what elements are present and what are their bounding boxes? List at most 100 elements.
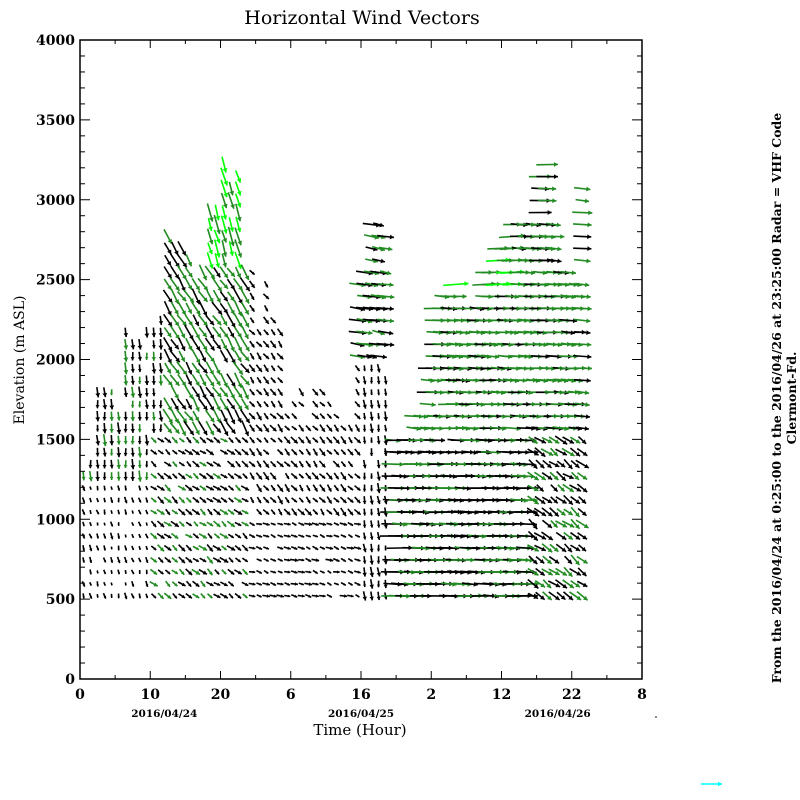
vector-head	[280, 571, 283, 574]
vector-head	[245, 380, 250, 386]
vector-head	[89, 595, 93, 599]
wind-vector	[213, 533, 221, 539]
vector-head	[560, 234, 565, 240]
wind-vector	[157, 437, 165, 443]
wind-vector	[219, 326, 229, 339]
vector-head	[329, 522, 333, 526]
wind-vector	[570, 496, 581, 505]
vector-head	[356, 392, 360, 396]
wind-vector	[205, 361, 215, 376]
vector-head	[223, 296, 228, 302]
vector-head	[383, 404, 388, 409]
vector-head	[533, 499, 539, 505]
vector-head	[308, 534, 311, 538]
vector-head	[362, 488, 367, 492]
wind-vector	[163, 521, 173, 527]
vector-head	[223, 392, 228, 397]
vector-head	[383, 560, 388, 565]
wind-vector	[262, 353, 270, 360]
vector-head	[202, 368, 208, 374]
wind-vector	[570, 531, 581, 541]
vector-head	[250, 475, 255, 480]
vector-head	[272, 319, 276, 324]
vector-head	[153, 475, 157, 479]
vector-head	[237, 357, 242, 362]
vector-head	[145, 500, 149, 503]
vector-head	[342, 487, 347, 492]
wind-vector	[540, 448, 554, 457]
wind-vector	[541, 543, 553, 553]
vector-head	[110, 548, 113, 550]
vector-head	[145, 560, 149, 563]
vector-head	[181, 511, 186, 516]
wind-vector	[192, 314, 200, 327]
vector-head	[322, 594, 326, 598]
vector-head	[145, 535, 149, 539]
wind-vector	[311, 412, 320, 420]
vector-head	[343, 559, 346, 562]
vector-head	[251, 415, 256, 420]
vector-head	[540, 582, 546, 588]
vector-head	[377, 392, 381, 396]
vector-head	[152, 463, 157, 468]
vector-head	[216, 320, 222, 326]
wind-vector	[563, 508, 574, 516]
wind-vector	[163, 397, 173, 412]
wind-vector	[339, 496, 347, 504]
vector-head	[314, 451, 318, 456]
wind-vector	[305, 570, 312, 574]
vector-head	[357, 535, 360, 538]
wind-vector	[234, 592, 242, 599]
wind-vector	[256, 569, 263, 575]
wind-vector	[109, 521, 114, 527]
wind-vector	[95, 410, 101, 422]
wind-vector	[354, 485, 361, 492]
wind-vector	[171, 544, 178, 552]
vector-head	[195, 346, 200, 351]
vector-head	[145, 512, 148, 515]
vector-head	[209, 430, 214, 436]
vector-head	[349, 451, 354, 456]
vector-head	[350, 583, 353, 586]
vector-head	[557, 246, 562, 252]
vector-head	[350, 487, 354, 491]
wind-vector	[169, 374, 181, 387]
wind-vector	[319, 594, 326, 598]
wind-vector	[548, 460, 560, 468]
wind-vector	[534, 471, 547, 481]
vector-head	[328, 511, 333, 515]
wind-vector	[255, 472, 263, 481]
wind-vector	[123, 423, 128, 433]
wind-vector	[163, 544, 172, 552]
wind-vector	[185, 508, 193, 516]
wind-vector	[178, 437, 185, 443]
wind-vector	[555, 520, 568, 528]
wind-vector	[354, 473, 361, 479]
vector-head	[96, 584, 99, 587]
vector-head	[230, 559, 234, 563]
wind-vector	[347, 557, 354, 563]
vector-head	[533, 571, 539, 576]
vector-head	[250, 356, 254, 360]
vector-head	[383, 440, 389, 445]
wind-vector	[199, 385, 207, 400]
vector-head	[575, 439, 581, 444]
wind-vector	[563, 494, 574, 506]
vector-head	[553, 162, 558, 167]
vector-head	[237, 594, 242, 599]
wind-vector	[376, 471, 381, 481]
wind-vector	[544, 234, 565, 240]
wind-vector	[192, 436, 200, 444]
vector-head	[223, 486, 228, 491]
vector-head	[181, 310, 186, 316]
vector-head	[223, 450, 228, 455]
wind-vector	[205, 325, 215, 340]
vector-head	[541, 546, 546, 552]
vector-head	[209, 320, 214, 326]
wind-vector	[249, 292, 255, 301]
vector-head	[160, 451, 164, 455]
wind-vector	[263, 388, 270, 397]
wind-vector	[185, 374, 193, 386]
vector-head	[123, 392, 129, 397]
